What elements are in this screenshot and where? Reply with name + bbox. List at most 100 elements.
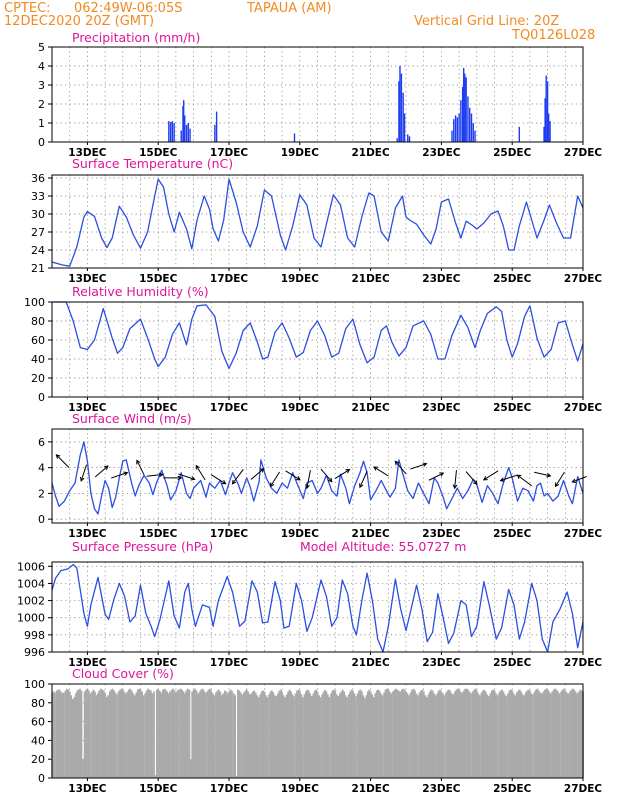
wind-arrow-head [327,477,333,483]
wind-arrow-shaft [410,463,427,470]
cloud-bar [439,689,441,778]
header-coordinates: 062:49W-06:05S [74,1,183,16]
cloud-bar [169,691,171,778]
cloud-bar [319,697,322,778]
precip-bar [182,100,185,142]
cloud-bar [163,688,166,778]
y-tick-label: 1006 [17,560,45,573]
cloud-bar [540,693,543,778]
pres-subtitle: Model Altitude: 55.0727 m [300,539,466,554]
x-tick-label: 21DEC [351,273,390,285]
cloud-bar [450,693,453,778]
cloud-bar [64,690,67,778]
cloud-bar [511,690,514,778]
cloud-bar [516,692,518,778]
y-tick-label: 5 [38,41,45,54]
y-tick-label: 0 [38,136,45,149]
cloud-bar [303,694,306,778]
cloud-bar [136,689,139,778]
cloud-bar [449,690,452,778]
header-source: CPTEC: [4,1,51,16]
y-tick-label: 1000 [17,612,45,625]
cloud-bar [330,693,332,778]
cloud-bar [560,691,563,778]
cloud-bar [88,690,90,778]
cloud-bar [381,695,384,778]
cloud-bar [209,688,211,778]
wind-arrow-head [452,484,458,490]
cloud-bar [145,690,148,778]
cloud-bar [403,689,406,778]
cloud-bar [353,693,356,778]
cloud-bar [108,691,111,778]
cloud-bar [188,689,191,778]
cloud-bar [260,691,263,778]
rh-frame [51,301,584,398]
cloud-bar [198,691,201,778]
cloud-bar [334,690,337,778]
cloud-bar [394,688,397,778]
precip-bar [185,124,188,142]
cloud-bar [310,696,313,778]
cloud-bar [443,695,446,778]
cloud-bar [170,689,173,778]
cloud-bar [237,689,239,778]
cloud-bar [546,689,549,778]
cloud-bar [55,690,58,778]
cloud-bar [554,688,557,778]
x-tick-label: 17DEC [210,528,249,540]
wind-arrow-shaft [285,470,301,481]
cloud-bar [160,692,163,778]
cloud-bar [399,691,401,778]
cloud-bar [393,689,396,778]
precip-bar [469,107,471,142]
wind-arrow-shaft [534,471,551,477]
cloud-bar [82,759,85,778]
y-tick-label: 2 [38,487,45,500]
x-tick-label: 17DEC [210,783,249,795]
cloud-bar [282,695,285,778]
precip-bar [187,123,189,142]
precip-bar [451,130,453,142]
wind-arrow-shaft [428,472,444,481]
cloud-bar [507,693,509,778]
cloud-bar [92,689,95,778]
y-tick-label: 4 [38,462,45,475]
cloud-bar [149,690,152,778]
cloud-bar [406,693,409,778]
y-tick-label: 2 [38,98,45,111]
cloud-bar [375,690,378,778]
cloud-bar [153,691,155,778]
y-tick-label: 20 [31,753,45,766]
cloud-bar [537,690,540,778]
header-code: TQ0126L028 [512,28,596,43]
x-tick-label: 25DEC [493,783,532,795]
cloud-bar [157,688,160,778]
x-tick-label: 13DEC [68,657,107,669]
cloud-bar [482,690,484,778]
cloud-bar [529,690,531,778]
y-tick-label: 1 [38,117,45,130]
cloud-bar [503,694,506,778]
cloud-bar [505,696,508,778]
wind-arrow-shaft [210,474,226,485]
precip-bar [168,121,170,142]
chart-header: CPTEC: 062:49W-06:05S TAPAUA (AM) 12DEC2… [0,0,618,48]
cloud-bar [341,689,344,778]
precip-bar [545,75,547,142]
x-tick-label: 15DEC [139,273,178,285]
wind-arrow-shaft [320,468,333,482]
cloud-bar [545,688,548,778]
cloud-bar [473,689,475,778]
cloud-bar [244,690,247,778]
cloud-bar [73,697,76,778]
temp-panel: 21 24 27 30 33 36 13DEC 15DEC 17DEC 19DEC 21DEC 23D… [31,156,602,285]
cloud-bar [315,689,318,778]
wind-arrow [410,462,428,470]
cloud-bar [61,693,64,778]
x-tick-label: 17DEC [210,147,249,159]
cloud-bar [176,690,179,778]
wind-arrow [499,474,517,482]
y-tick-label: 0 [38,513,45,526]
cloud-bar [210,690,213,778]
